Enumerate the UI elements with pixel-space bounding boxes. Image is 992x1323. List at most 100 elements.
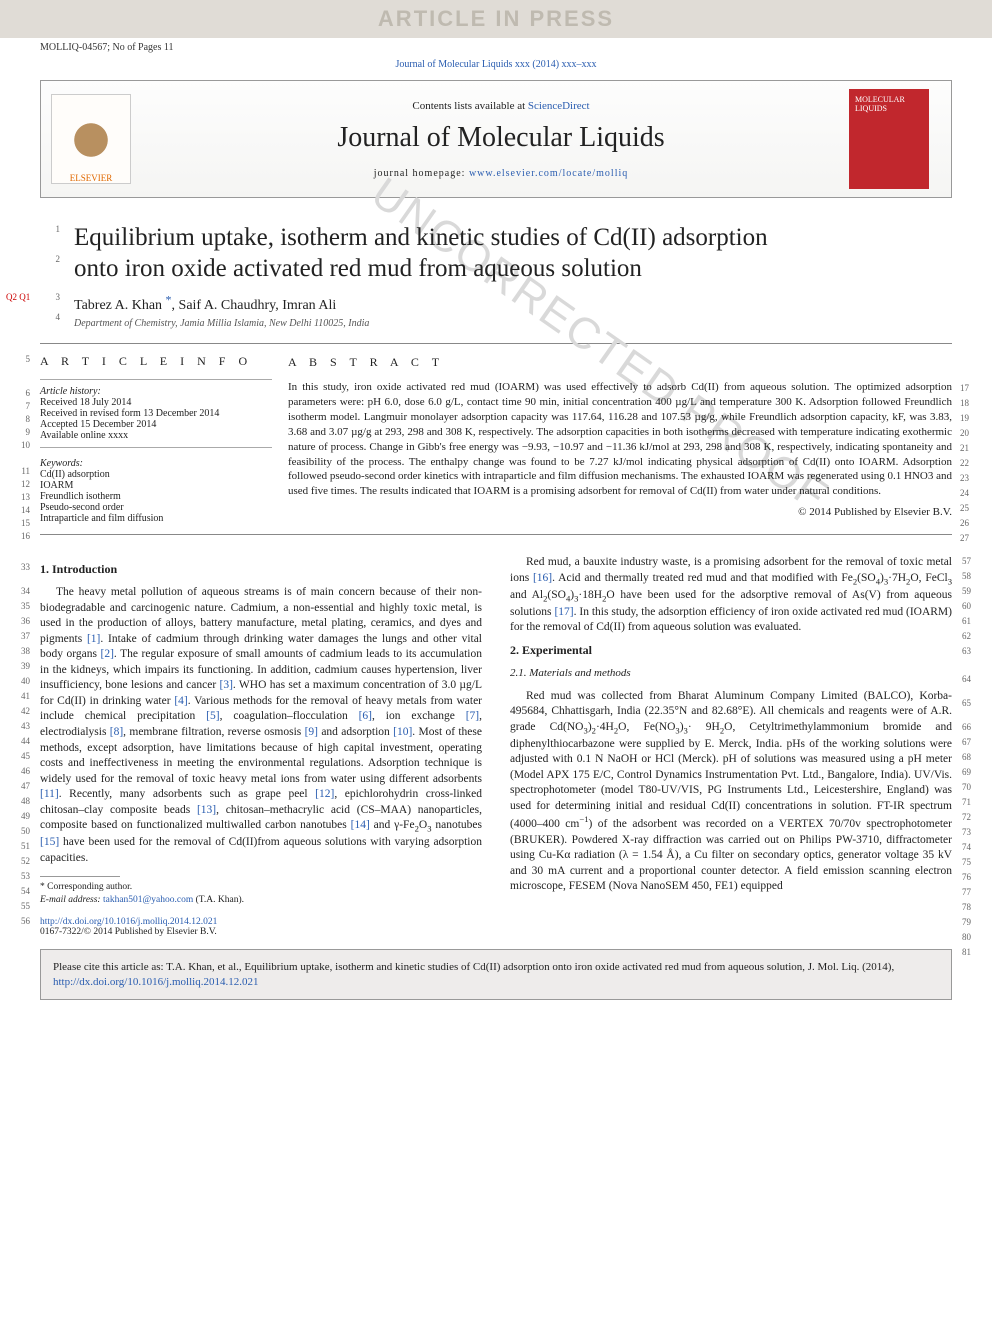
line-number: 72 (962, 811, 982, 823)
citation-text: Please cite this article as: T.A. Khan, … (53, 961, 894, 973)
keyword: Pseudo-second order (40, 502, 272, 513)
ref-link[interactable]: [5] (206, 710, 219, 722)
line-number: 12 (10, 479, 30, 489)
ref-link[interactable]: [7] (466, 710, 479, 722)
line-number: 74 (962, 841, 982, 853)
ref-link[interactable]: [3] (220, 679, 233, 691)
line-number: 4 (40, 312, 60, 322)
ref-link[interactable]: [13] (197, 804, 216, 816)
line-number: 79 (962, 916, 982, 928)
citation-doi-link[interactable]: http://dx.doi.org/10.1016/j.molliq.2014.… (53, 976, 258, 988)
ref-link[interactable]: [1] (87, 633, 100, 645)
line-number: 23 (960, 472, 980, 484)
ref-link[interactable]: [12] (315, 788, 334, 800)
line-number: 66 (962, 721, 982, 733)
line-number: 22 (960, 457, 980, 469)
received-date: Received 18 July 2014 (40, 397, 272, 408)
line-number: 45 (10, 750, 30, 762)
line-number: 9 (10, 427, 30, 437)
line-number: 13 (10, 492, 30, 502)
ref-link[interactable]: [11] (40, 788, 59, 800)
line-number: 42 (10, 705, 30, 717)
line-number: 67 (962, 736, 982, 748)
line-number: 2 (40, 254, 60, 264)
line-number: 80 (962, 931, 982, 943)
line-number: 41 (10, 690, 30, 702)
line-number: 53 (10, 870, 30, 882)
line-number: 20 (960, 427, 980, 439)
journal-citation-link[interactable]: Journal of Molecular Liquids xxx (2014) … (395, 59, 596, 70)
line-number: 64 (962, 673, 982, 685)
line-number: 10 (10, 440, 30, 450)
line-number: 52 (10, 855, 30, 867)
line-number: 71 (962, 796, 982, 808)
line-number: 24 (960, 487, 980, 499)
line-number: 46 (10, 765, 30, 777)
ref-link[interactable]: [15] (40, 836, 59, 848)
ref-link[interactable]: [10] (393, 726, 412, 738)
ref-link[interactable]: [8] (110, 726, 123, 738)
line-number: 38 (10, 645, 30, 657)
line-number: 47 (10, 780, 30, 792)
line-number: 33 (10, 561, 30, 573)
journal-cover-thumb: MOLECULAR LIQUIDS (849, 89, 929, 189)
journal-citation-top: Journal of Molecular Liquids xxx (2014) … (0, 53, 992, 76)
line-number: 77 (962, 886, 982, 898)
abstract-body: In this study, iron oxide activated red … (288, 380, 952, 499)
authors: Tabrez A. Khan *, Saif A. Chaudhry, Imra… (74, 293, 952, 315)
line-number: 11 (10, 466, 30, 476)
line-number: 6 (10, 388, 30, 398)
line-number: 55 (10, 900, 30, 912)
accepted-date: Accepted 15 December 2014 (40, 419, 272, 430)
line-number: 14 (10, 505, 30, 515)
issn-copyright: 0167-7322/© 2014 Published by Elsevier B… (40, 927, 217, 937)
line-number: 34 (10, 585, 30, 597)
line-number: 48 (10, 795, 30, 807)
email-label: E-mail address: (40, 895, 103, 905)
journal-name: Journal of Molecular Liquids (161, 122, 841, 154)
in-press-banner: ARTICLE IN PRESS (0, 0, 992, 38)
ref-link[interactable]: [16] (533, 572, 552, 584)
masthead: ELSEVIER Contents lists available at Sci… (40, 80, 952, 198)
title-block: 1 2 Equilibrium uptake, isotherm and kin… (0, 204, 992, 333)
elsevier-logo: ELSEVIER (51, 94, 131, 184)
line-number: 17 (960, 382, 980, 394)
ref-link[interactable]: [6] (359, 710, 372, 722)
email-suffix: (T.A. Khan). (193, 895, 244, 905)
line-number: 78 (962, 901, 982, 913)
info-rule (40, 379, 272, 380)
ref-link[interactable]: [2] (101, 648, 114, 660)
homepage-link[interactable]: www.elsevier.com/locate/molliq (469, 168, 628, 179)
article-info-column: 5 A R T I C L E I N F O 6 Article histor… (40, 354, 288, 524)
corresponding-author-link[interactable]: * (166, 293, 172, 307)
ref-link[interactable]: [17] (554, 606, 573, 618)
ref-link[interactable]: [9] (305, 726, 318, 738)
email-link[interactable]: takhan501@yahoo.com (103, 895, 193, 905)
journal-cover-cell: MOLECULAR LIQUIDS (841, 81, 951, 197)
line-number: 69 (962, 766, 982, 778)
line-number: 65 (962, 697, 982, 709)
online-date: Available online xxxx (40, 430, 272, 441)
article-title: Equilibrium uptake, isotherm and kinetic… (74, 222, 952, 285)
keyword: Cd(II) adsorption (40, 469, 272, 480)
masthead-center: Contents lists available at ScienceDirec… (161, 92, 841, 187)
doi-link[interactable]: http://dx.doi.org/10.1016/j.molliq.2014.… (40, 917, 217, 927)
sciencedirect-link[interactable]: ScienceDirect (528, 100, 590, 112)
intro-paragraph-2: Red mud, a bauxite industry waste, is a … (510, 555, 952, 635)
info-abstract-row: 5 A R T I C L E I N F O 6 Article histor… (0, 354, 992, 524)
footnote-rule (40, 876, 120, 877)
line-number: 61 (962, 615, 982, 627)
line-number: 1 (40, 224, 60, 234)
right-column: 57 58 59 60 61 62 63 Red mud, a bauxite … (510, 555, 952, 907)
ref-link[interactable]: [4] (174, 695, 187, 707)
ref-link[interactable]: [14] (351, 819, 370, 831)
line-number: 54 (10, 885, 30, 897)
line-number: 27 (960, 532, 980, 544)
line-number: 49 (10, 810, 30, 822)
info-rule (40, 447, 272, 448)
line-number: 35 (10, 600, 30, 612)
line-number: 75 (962, 856, 982, 868)
line-number: 70 (962, 781, 982, 793)
elsevier-tree-icon (66, 118, 116, 173)
line-number: 16 (10, 531, 30, 541)
